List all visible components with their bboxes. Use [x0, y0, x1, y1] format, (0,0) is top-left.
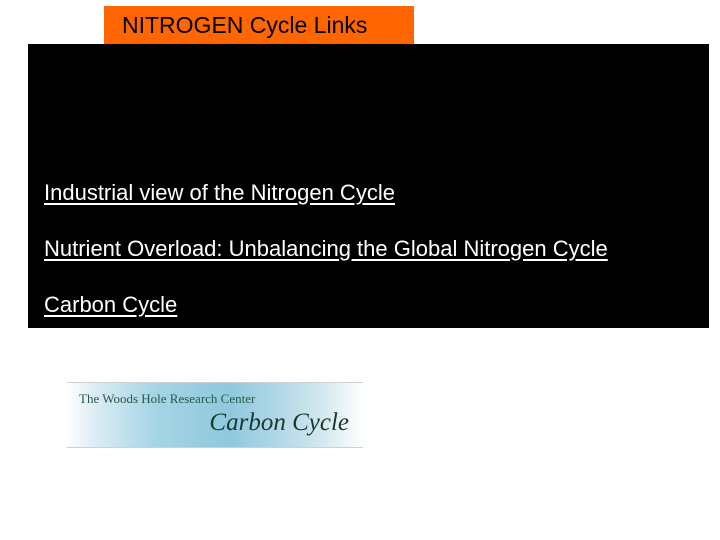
logo-org-name: The Woods Hole Research Center — [79, 391, 255, 407]
link-nutrient-overload[interactable]: Nutrient Overload: Unbalancing the Globa… — [44, 236, 608, 262]
link-industrial-view[interactable]: Industrial view of the Nitrogen Cycle — [44, 180, 395, 206]
logo-card: The Woods Hole Research Center Carbon Cy… — [67, 382, 363, 448]
link-carbon-cycle[interactable]: Carbon Cycle — [44, 292, 177, 318]
logo-title: Carbon Cycle — [209, 409, 349, 437]
page-title: NITROGEN Cycle Links — [122, 12, 367, 39]
title-banner: NITROGEN Cycle Links — [104, 6, 414, 44]
